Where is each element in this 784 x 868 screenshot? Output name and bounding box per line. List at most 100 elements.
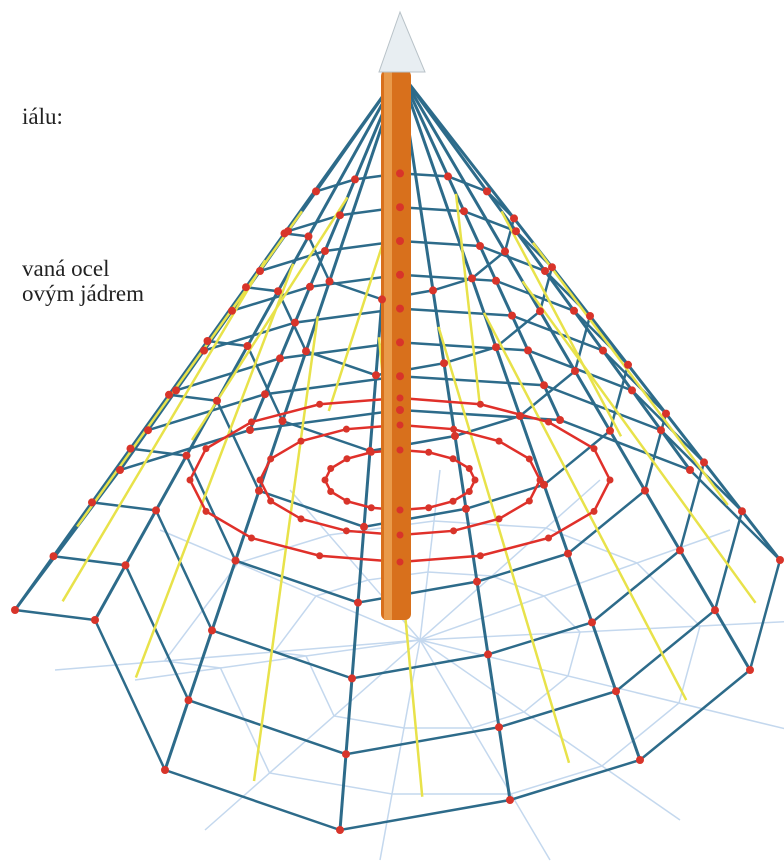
rope-node bbox=[628, 386, 636, 395]
rope-node bbox=[327, 465, 335, 473]
rope-node bbox=[396, 406, 404, 414]
rope-node bbox=[302, 347, 310, 356]
rope-node bbox=[588, 618, 596, 627]
pole-cap bbox=[378, 10, 426, 73]
text-line: ovým jádrem bbox=[22, 281, 144, 306]
shadow-rope bbox=[379, 639, 421, 861]
rope-node bbox=[372, 371, 380, 380]
rope-node bbox=[343, 497, 351, 505]
rope-node bbox=[367, 504, 375, 512]
rope-node bbox=[599, 346, 607, 355]
ring-rope bbox=[243, 205, 554, 377]
rope-node bbox=[425, 448, 433, 456]
rope-node bbox=[465, 465, 473, 473]
rope-node bbox=[429, 286, 437, 295]
rope-node bbox=[425, 504, 433, 512]
rope-node bbox=[548, 263, 556, 272]
rope-node bbox=[396, 203, 404, 212]
rope-node bbox=[396, 531, 404, 539]
rope-node bbox=[291, 318, 299, 327]
rope-node bbox=[396, 338, 404, 347]
rope-node bbox=[321, 247, 329, 255]
rope-node bbox=[396, 421, 404, 429]
rope-node bbox=[200, 346, 208, 355]
rope-node bbox=[570, 306, 578, 315]
rope-node bbox=[506, 796, 514, 804]
shadow-ring bbox=[163, 520, 701, 795]
rope-node bbox=[776, 556, 784, 564]
rope-node bbox=[246, 426, 254, 434]
rope-node bbox=[367, 448, 375, 456]
rope-node bbox=[662, 409, 670, 418]
rope-node bbox=[116, 466, 124, 474]
ring-rope bbox=[282, 172, 516, 301]
shadow-rope bbox=[419, 469, 441, 641]
rope-node bbox=[525, 497, 533, 505]
shadow-rope bbox=[419, 479, 601, 641]
rope-node bbox=[495, 437, 503, 445]
rope-node bbox=[342, 425, 350, 433]
rope-node bbox=[396, 237, 404, 245]
rope-node bbox=[516, 412, 524, 420]
shadow-ring bbox=[272, 571, 581, 729]
rope-node bbox=[396, 394, 404, 402]
rope-node bbox=[465, 487, 473, 495]
rope-node bbox=[450, 425, 458, 433]
rope-node bbox=[444, 172, 452, 181]
rope-node bbox=[636, 756, 644, 764]
rope-node bbox=[462, 504, 470, 513]
pole-highlight bbox=[384, 70, 392, 620]
yellow-rope bbox=[76, 210, 304, 528]
rope-node bbox=[541, 267, 549, 275]
yellow-rope bbox=[61, 259, 267, 602]
rope-node bbox=[11, 606, 19, 614]
rope-node bbox=[492, 276, 500, 285]
rope-node bbox=[544, 418, 552, 426]
rope-node bbox=[248, 418, 256, 426]
ring-rope bbox=[12, 408, 782, 832]
rope-node bbox=[284, 227, 292, 236]
rope-node bbox=[686, 466, 694, 474]
ring-rope bbox=[166, 273, 630, 529]
rope-node bbox=[88, 498, 96, 507]
rope-node bbox=[354, 598, 362, 607]
rope-node bbox=[746, 666, 754, 674]
text-line: iálu: bbox=[22, 104, 63, 129]
ring-rope bbox=[51, 374, 744, 756]
rope-node bbox=[508, 311, 516, 320]
yellow-rope bbox=[482, 312, 688, 701]
rope-node bbox=[468, 274, 476, 283]
rope-node bbox=[351, 175, 359, 184]
rope-node bbox=[586, 312, 594, 320]
ring-rope bbox=[128, 307, 668, 604]
rope-node bbox=[261, 390, 269, 399]
ring-rope bbox=[89, 341, 706, 680]
rope-node bbox=[243, 342, 252, 350]
shadow-rope bbox=[134, 639, 421, 681]
rope-node bbox=[544, 534, 552, 542]
rope-node bbox=[540, 381, 548, 390]
rope-node bbox=[396, 169, 404, 178]
rope-node bbox=[396, 506, 404, 514]
rope-node bbox=[336, 211, 344, 220]
rope-node bbox=[711, 606, 719, 615]
rope-node bbox=[255, 486, 263, 495]
rope-node bbox=[476, 242, 484, 250]
rope-node bbox=[304, 232, 313, 241]
rope-node bbox=[536, 476, 544, 484]
rope-node bbox=[256, 267, 264, 275]
rope-node bbox=[492, 343, 500, 352]
yellow-rope bbox=[500, 210, 623, 437]
rope-node bbox=[267, 455, 275, 463]
rope-node bbox=[396, 372, 404, 381]
rope-node bbox=[343, 455, 351, 463]
rope-node bbox=[165, 390, 173, 399]
rope-node bbox=[342, 527, 350, 535]
rope-node bbox=[525, 455, 533, 463]
yellow-rope bbox=[454, 193, 482, 407]
rope-node bbox=[316, 552, 324, 560]
yellow-rope bbox=[437, 326, 571, 764]
rope-node bbox=[184, 696, 193, 705]
rope-node bbox=[676, 546, 684, 555]
